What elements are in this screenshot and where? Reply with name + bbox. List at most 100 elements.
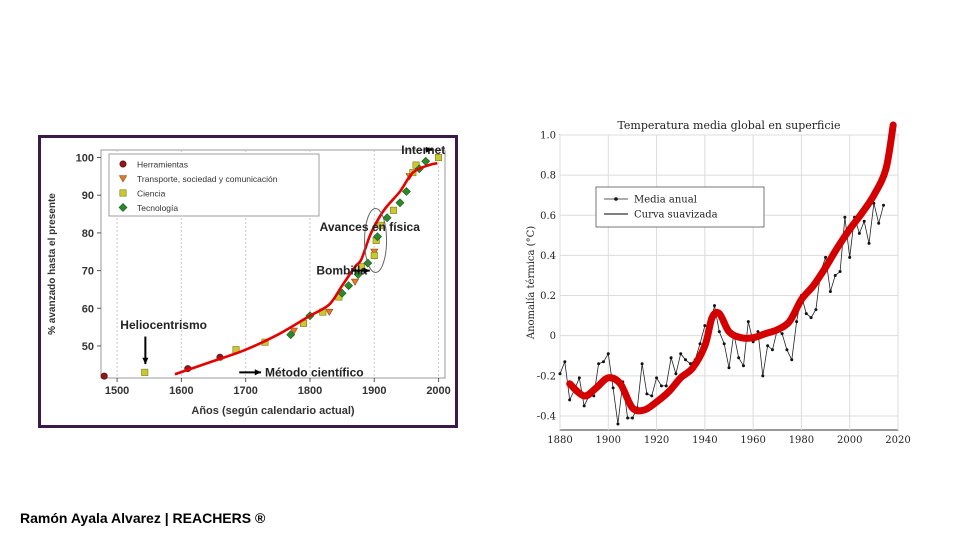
data-point-tecnologia xyxy=(373,232,382,242)
annual-mean-point xyxy=(606,352,610,356)
legend-marker-herramientas xyxy=(119,160,127,168)
annual-mean-point xyxy=(664,384,668,388)
annual-mean-point xyxy=(650,394,654,398)
legend-marker-transporte xyxy=(118,175,128,183)
annual-mean-point xyxy=(713,304,717,308)
annual-mean-point xyxy=(640,362,644,366)
annual-mean-point xyxy=(741,364,745,368)
annual-mean-point xyxy=(611,386,615,390)
annual-mean-point xyxy=(833,273,837,277)
x-tick-label: 1800 xyxy=(298,385,322,397)
legend-box xyxy=(595,186,765,228)
y-tick-label: 80 xyxy=(82,228,94,240)
annual-mean-point xyxy=(674,372,678,376)
annual-mean-point xyxy=(679,352,683,356)
y-tick-label: 1.0 xyxy=(540,131,556,142)
y-axis-label: Anomalía térmica (°C) xyxy=(526,226,537,340)
data-point-transporte xyxy=(350,278,360,286)
legend-swatch-annual-dot xyxy=(614,197,618,201)
x-tick-label: 2000 xyxy=(426,385,450,397)
annual-mean-point xyxy=(804,312,808,316)
annual-mean-point xyxy=(684,358,688,362)
annual-mean-point xyxy=(770,348,774,352)
annual-mean-point xyxy=(828,290,832,294)
annual-mean-point xyxy=(746,320,750,324)
annual-mean-point xyxy=(616,422,620,426)
tech-progress-chart: 1500 1600 1700 1800 1900 2000 50 60 70 80 90 100 Año… xyxy=(38,135,458,428)
data-point-ciencia xyxy=(141,368,149,376)
data-point-ciencia xyxy=(377,221,385,229)
legend-label-ciencia: Ciencia xyxy=(137,189,166,199)
y-tick-label: 0.2 xyxy=(540,291,556,302)
y-axis-label: % avanzado hasta el presente xyxy=(47,193,58,335)
x-tick-label: 1940 xyxy=(692,435,717,446)
annual-mean-point xyxy=(563,360,567,364)
data-point-ciencia xyxy=(390,206,398,214)
annual-mean-point xyxy=(722,342,726,346)
y-tick-label: 0.4 xyxy=(540,251,556,262)
legend-label-transporte: Transporte, sociedad y comunicación xyxy=(137,174,278,184)
annual-mean-point xyxy=(630,416,634,420)
annual-mean-point xyxy=(795,320,799,324)
y-tick-label: 0.6 xyxy=(540,211,556,222)
legend-box xyxy=(108,153,320,217)
x-tick-label: 2020 xyxy=(885,435,910,446)
annual-mean-point xyxy=(790,358,794,362)
data-point-tecnologia xyxy=(395,198,405,208)
annual-mean-point xyxy=(669,356,673,360)
smoothed-curve xyxy=(566,121,897,415)
annual-mean-line xyxy=(559,203,884,425)
y-tick-label: 0 xyxy=(550,331,556,342)
data-point-ciencia xyxy=(435,154,443,162)
data-point-tecnologia xyxy=(353,269,363,279)
y-tick-label: 100 xyxy=(76,153,94,165)
x-tick-label: 1980 xyxy=(789,435,814,446)
y-tick-label: 70 xyxy=(82,266,94,278)
annual-mean-point xyxy=(843,215,847,219)
annual-mean-point xyxy=(857,231,861,235)
x-tick-label: 1700 xyxy=(233,385,257,397)
annual-mean-point xyxy=(727,366,731,370)
data-point-ciencia xyxy=(370,252,378,260)
annual-mean-point xyxy=(577,376,581,380)
annotation-internet: Internet xyxy=(401,143,445,157)
annual-mean-point xyxy=(655,376,659,380)
legend-label-tecnologia: Tecnología xyxy=(137,203,178,213)
annual-mean-point xyxy=(761,374,765,378)
y-tick-label: -0.4 xyxy=(537,411,556,422)
annual-mean-point xyxy=(703,324,707,328)
data-point-tecnologia xyxy=(382,213,392,223)
chart-title: Temperatura media global en superficie xyxy=(617,119,840,132)
legend-label-media-anual: Media anual xyxy=(634,195,697,206)
annual-mean-point xyxy=(597,362,601,366)
annual-mean-point xyxy=(659,384,663,388)
annual-mean-point xyxy=(766,344,770,348)
x-axis-label: Años (según calendario actual) xyxy=(191,405,355,417)
annual-mean-point xyxy=(558,372,562,376)
data-point-transporte xyxy=(289,327,299,335)
annual-mean-point xyxy=(737,356,741,360)
annual-mean-point xyxy=(645,392,649,396)
footer-credit: Ramón Ayala Alvarez | REACHERS ® xyxy=(20,510,266,526)
bombilla-arrow-head xyxy=(363,267,370,274)
annotation-heliocentrismo: Heliocentrismo xyxy=(120,318,207,332)
annual-mean-point xyxy=(717,330,721,334)
annual-mean-point xyxy=(601,360,605,364)
internet-arrow-head xyxy=(425,146,433,153)
y-tick-label: -0.2 xyxy=(537,371,556,382)
annual-mean-point xyxy=(882,203,886,207)
annual-mean-point xyxy=(582,404,586,408)
legend-marker-tecnologia xyxy=(118,203,128,212)
x-tick-label: 1960 xyxy=(740,435,765,446)
annotation-avances-fisica: Avances en física xyxy=(320,220,421,234)
x-tick-label: 1900 xyxy=(596,435,621,446)
legend-label-curva-suavizada: Curva suavizada xyxy=(634,210,718,221)
data-point-tecnologia xyxy=(286,330,296,340)
y-tick-label: 50 xyxy=(82,341,94,353)
heliocentrismo-arrow-head xyxy=(142,357,149,365)
x-tick-label: 1880 xyxy=(547,435,572,446)
x-tick-label: 2000 xyxy=(837,435,862,446)
y-tick-label: 90 xyxy=(82,190,94,202)
annual-mean-point xyxy=(867,241,871,245)
